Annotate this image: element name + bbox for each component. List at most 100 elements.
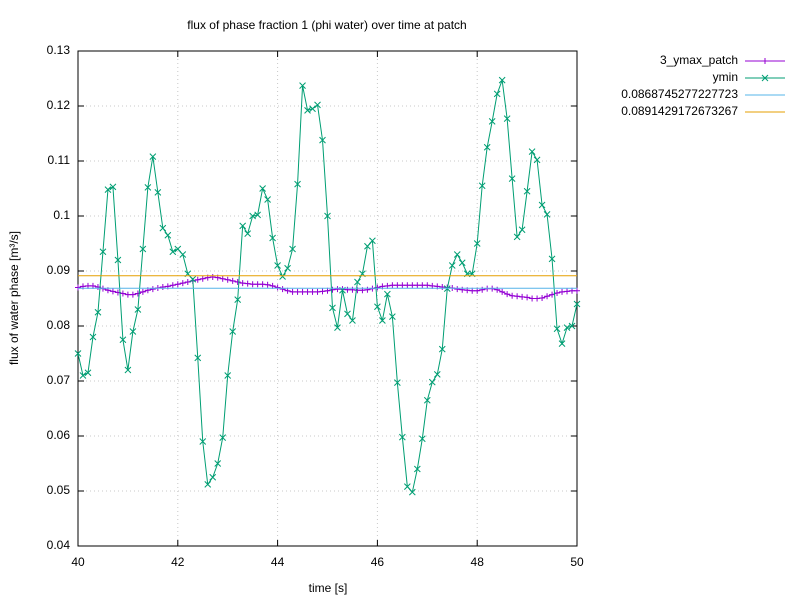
point-marker	[503, 115, 511, 123]
point-marker	[474, 287, 481, 294]
point-marker	[554, 290, 561, 296]
x-tick-label: 46	[371, 555, 385, 569]
point-marker	[234, 279, 241, 285]
y-tick-label: 0.12	[47, 98, 71, 112]
y-axis-label: flux of water phase [m³/s]	[7, 231, 21, 365]
point-marker	[384, 290, 391, 298]
point-marker	[134, 290, 141, 297]
x-tick-label: 44	[271, 555, 285, 569]
point-marker	[453, 251, 461, 258]
point-marker	[374, 303, 381, 311]
point-marker	[548, 255, 556, 263]
point-marker	[254, 211, 261, 219]
point-marker	[279, 273, 286, 280]
point-marker	[499, 288, 506, 295]
legend-label: 0.0868745277227723	[621, 87, 738, 101]
point-marker	[189, 275, 197, 283]
plot-border	[77, 50, 578, 547]
point-marker	[389, 313, 396, 321]
x-axis-label: time [s]	[309, 581, 348, 595]
point-marker	[104, 186, 112, 193]
point-marker	[109, 288, 116, 295]
point-marker	[159, 224, 167, 232]
point-marker	[219, 275, 226, 282]
point-marker	[99, 248, 107, 256]
point-marker	[209, 274, 216, 281]
point-marker	[448, 262, 456, 269]
point-marker	[428, 378, 436, 386]
point-marker	[269, 234, 276, 242]
point-marker	[239, 280, 246, 287]
point-marker	[518, 226, 526, 234]
point-marker	[274, 262, 281, 269]
point-marker	[403, 483, 411, 490]
point-marker	[344, 310, 351, 318]
point-marker	[563, 324, 571, 332]
point-marker	[398, 433, 406, 441]
point-marker	[439, 283, 446, 290]
point-marker	[79, 372, 87, 379]
point-marker	[533, 156, 541, 164]
y-tick-label: 0.1	[53, 208, 70, 222]
point-marker	[149, 153, 157, 160]
point-marker	[514, 293, 521, 300]
point-marker	[284, 287, 291, 294]
point-marker	[458, 259, 466, 267]
point-marker	[214, 460, 222, 467]
point-marker	[329, 304, 336, 312]
x-tick-label: 40	[71, 555, 85, 569]
point-marker	[324, 287, 331, 294]
point-marker	[299, 82, 306, 90]
y-tick-label: 0.05	[47, 483, 71, 497]
point-marker	[349, 317, 356, 324]
point-marker	[459, 286, 466, 293]
point-marker	[174, 245, 182, 253]
point-marker	[493, 90, 501, 98]
point-marker	[199, 275, 206, 282]
point-marker	[543, 210, 551, 218]
point-marker	[559, 288, 566, 295]
point-marker	[224, 276, 231, 283]
y-tick-label: 0.09	[47, 263, 71, 277]
x-tick-label: 48	[471, 555, 485, 569]
point-marker	[129, 328, 137, 335]
point-marker	[523, 187, 531, 195]
point-marker	[199, 438, 207, 445]
y-tick-label: 0.04	[47, 538, 71, 552]
point-marker	[369, 237, 376, 245]
point-marker	[418, 435, 426, 443]
point-marker	[349, 286, 356, 293]
y-tick-label: 0.13	[47, 43, 71, 57]
point-marker	[558, 340, 566, 347]
x-tick-label: 42	[171, 555, 185, 569]
point-marker	[224, 372, 232, 379]
point-marker	[229, 328, 237, 335]
point-marker	[564, 288, 571, 295]
point-marker	[139, 288, 146, 295]
point-marker	[553, 325, 561, 333]
legend-marker	[762, 58, 768, 64]
legend-label: ymin	[713, 70, 738, 84]
point-marker	[164, 231, 172, 239]
point-marker	[119, 336, 127, 344]
point-marker	[249, 212, 257, 220]
point-marker	[244, 230, 252, 237]
point-marker	[538, 201, 546, 209]
point-marker	[324, 212, 331, 220]
point-marker	[513, 233, 521, 241]
point-marker	[528, 148, 536, 156]
point-marker	[179, 280, 186, 287]
point-marker	[174, 281, 181, 288]
point-marker	[179, 251, 187, 258]
chart-title: flux of phase fraction 1 (phi water) ove…	[187, 18, 466, 32]
point-marker	[524, 294, 531, 301]
point-marker	[144, 184, 152, 191]
point-marker	[109, 183, 117, 191]
point-marker	[309, 105, 316, 113]
y-tick-label: 0.06	[47, 428, 71, 442]
legend-marker	[761, 74, 769, 82]
point-marker	[534, 295, 541, 302]
point-marker	[413, 465, 421, 473]
point-marker	[229, 277, 236, 284]
point-marker	[408, 488, 416, 496]
